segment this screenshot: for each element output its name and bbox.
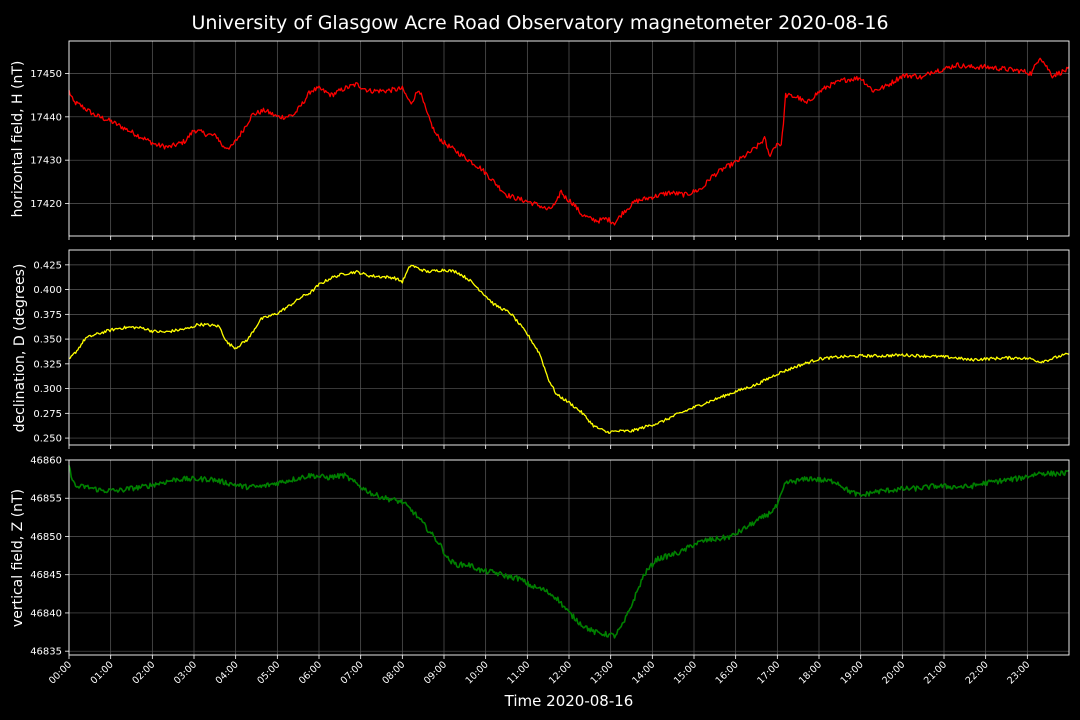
d-panel-frame [68,249,1070,446]
h-panel: 17420 17430 17440 17450 [30,40,1070,240]
h-panel-frame [68,40,1070,237]
z-y-tick-label: 46845 [30,570,62,581]
z-y-tick-label: 46860 [30,456,62,467]
z-y-tick-label: 46850 [30,532,62,543]
d-y-tick-label: 0.350 [33,335,62,346]
d-y-tick-label: 0.300 [33,384,62,395]
x-axis-label: Time 2020-08-16 [504,692,634,710]
z-panel-frame [68,459,1070,656]
d-y-tick-label: 0.375 [33,310,62,321]
h-y-tick-label: 17430 [30,156,62,167]
h-series-line [68,57,1070,226]
d-y-tick-label: 0.425 [33,260,62,271]
z-panel-ylabel: vertical field, Z (nT) [10,489,26,627]
z-y-tick-label: 46840 [30,608,62,619]
d-y-tick-label: 0.400 [33,285,62,296]
h-y-tick-label: 17440 [30,112,62,123]
d-series-line [68,264,1070,435]
z-series-line [68,465,1070,639]
z-panel: 46835 46840 46845 46850 46855 46860 [30,456,1070,659]
z-y-tick-label: 46855 [30,494,62,505]
h-y-tick-label: 17420 [30,199,62,210]
d-y-tick-label: 0.275 [33,409,62,420]
d-y-tick-label: 0.325 [33,359,62,370]
d-panel: 0.250 0.275 0.300 0.325 0.350 0.375 0.400 0.425 [33,249,1070,449]
z-y-tick-label: 46835 [30,647,62,658]
d-panel-ylabel: declination, D (degrees) [12,264,28,433]
d-y-tick-label: 0.250 [33,434,62,445]
h-panel-ylabel: horizontal field, H (nT) [10,61,26,218]
chart-title: University of Glasgow Acre Road Observat… [191,12,888,34]
h-y-tick-label: 17450 [30,69,62,80]
